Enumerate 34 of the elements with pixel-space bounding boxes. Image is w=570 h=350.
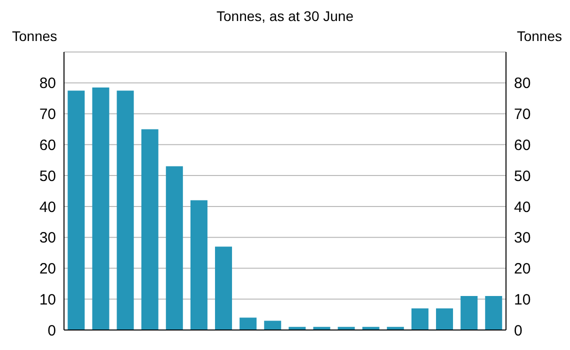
bar <box>264 320 282 330</box>
bar <box>240 318 257 330</box>
y-tick-label: 20 <box>39 260 56 278</box>
bar <box>215 246 232 330</box>
bar <box>190 200 208 330</box>
bar <box>436 308 454 330</box>
y-tick-label: 50 <box>39 168 56 185</box>
y-tick-label: 10 <box>39 291 56 308</box>
y2-tick-label: 60 <box>514 136 531 154</box>
bar <box>166 166 183 330</box>
y2-tick-label: 80 <box>514 75 531 92</box>
bar <box>485 296 502 330</box>
y2-tick-label: 0 <box>514 322 522 340</box>
bar <box>141 129 158 330</box>
bar <box>460 296 478 330</box>
y-tick-label: 80 <box>39 75 56 92</box>
y-tick-label: 40 <box>39 198 56 216</box>
bar <box>411 308 428 330</box>
y-tick-label: 30 <box>39 230 56 247</box>
y2-tick-label: 40 <box>514 198 531 216</box>
y-tick-label: 60 <box>39 136 56 154</box>
bar <box>68 90 85 330</box>
chart-title: Tonnes, as at 30 June <box>216 8 354 24</box>
y2-tick-label: 50 <box>514 168 531 185</box>
y2-tick-label: 10 <box>514 291 531 308</box>
y2-tick-label: 30 <box>514 230 531 247</box>
bar <box>116 90 134 330</box>
bar <box>92 88 110 330</box>
y-tick-label: 0 <box>48 322 56 340</box>
y-axis-title: Tonnes <box>12 28 58 44</box>
y2-axis-title: Tonnes <box>516 28 562 44</box>
y2-tick-label: 20 <box>514 260 531 278</box>
y-tick-label: 70 <box>39 106 56 124</box>
y2-tick-label: 70 <box>514 106 531 124</box>
